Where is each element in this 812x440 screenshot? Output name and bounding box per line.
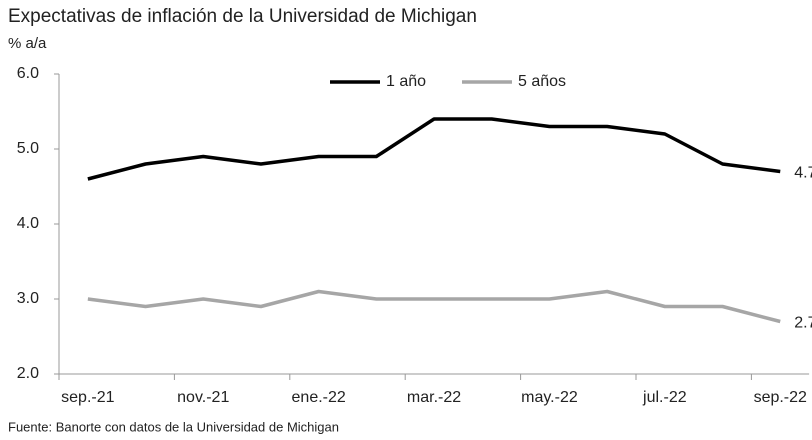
chart-title: Expectativas de inflación de la Universi…: [8, 6, 477, 27]
source: Fuente: Banorte con datos de la Universi…: [8, 419, 339, 434]
y-tick-label: 2.0: [17, 365, 39, 382]
end-value-label: 4.7: [794, 165, 812, 182]
series-line: [87, 117, 781, 181]
x-tick-label: mar.-22: [407, 389, 461, 406]
legend-label: 5 años: [518, 73, 566, 90]
x-tick-label: may.-22: [521, 389, 578, 406]
y-tick-label: 3.0: [17, 290, 39, 307]
end-value-label: 2.7: [794, 315, 812, 332]
x-tick-label: ene.-22: [292, 389, 346, 406]
x-tick-label: nov.-21: [177, 389, 229, 406]
series-line: [87, 289, 781, 324]
y-tick-label: 4.0: [17, 215, 39, 232]
x-tick-label: sep.-21: [61, 389, 114, 406]
y-axis-label: % a/a: [8, 35, 47, 52]
y-tick-label: 6.0: [17, 65, 39, 82]
x-tick-label: jul.-22: [642, 389, 687, 406]
y-tick-label: 5.0: [17, 140, 39, 157]
x-tick-label: sep.-22: [754, 389, 807, 406]
legend-label: 1 año: [386, 73, 426, 90]
